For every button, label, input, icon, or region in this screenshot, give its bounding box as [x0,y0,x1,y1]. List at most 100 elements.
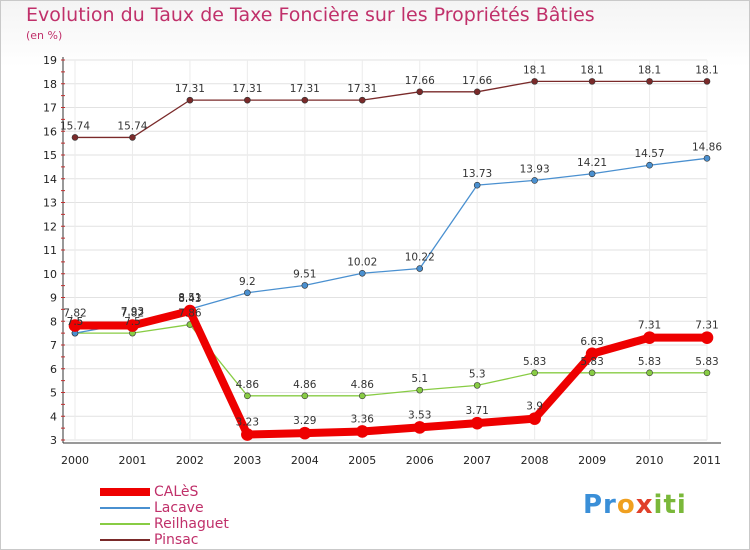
data-point [358,96,366,104]
x-tick-label: 2005 [348,454,376,467]
data-point [646,369,653,377]
data-point [588,369,596,377]
data-label: 5.3 [469,368,486,380]
data-label: 3.53 [408,409,431,421]
series-line-calès [75,307,707,439]
data-point [355,425,369,438]
legend-swatch [100,507,150,509]
y-tick-label: 13 [43,197,57,210]
legend-swatch [100,539,150,541]
data-label: 10.22 [405,252,435,264]
data-label: 14.21 [577,157,607,169]
proxiti-logo: Proxiti [583,490,687,520]
legend-label: Pinsac [154,532,199,548]
data-label: 5.83 [523,356,546,368]
data-label: 15.74 [60,120,90,132]
y-tick-label: 11 [43,244,57,257]
data-point [186,96,194,104]
data-label: 17.31 [290,83,320,95]
y-tick-label: 16 [43,125,57,138]
data-point [126,319,139,332]
y-tick-label: 3 [50,434,57,447]
data-label: 7.31 [638,320,661,332]
data-label: 7.82 [63,308,86,320]
unit-label: (en %) [26,29,63,42]
x-tick-label: 2004 [291,454,319,467]
data-point [301,282,309,289]
data-label: 7.5 [124,316,141,328]
data-label: 18.1 [638,64,661,76]
y-tick-label: 4 [50,410,57,423]
data-point [298,426,312,440]
data-label: 13.93 [520,163,550,175]
y-tick-label: 17 [43,102,57,115]
data-point [588,78,596,85]
data-point [531,369,538,377]
y-tick-label: 18 [43,78,57,91]
data-label: 17.31 [232,83,262,95]
data-label: 3.71 [465,405,488,417]
data-label: 18.1 [580,64,603,76]
data-label: 7.86 [178,308,202,320]
x-tick-label: 2001 [118,454,146,467]
data-label: 18.1 [695,64,718,76]
data-point [301,96,309,104]
y-tick-label: 15 [43,149,57,162]
data-label: 15.74 [117,120,147,132]
data-label: 14.86 [692,141,722,153]
data-label: 7.5 [67,316,84,328]
data-point [588,170,596,178]
y-tick-label: 9 [50,292,57,305]
data-label: 4.86 [351,379,375,391]
data-point [358,392,366,400]
x-tick-label: 2002 [176,454,204,467]
data-label: 3.29 [293,415,316,427]
x-tick-label: 2003 [233,454,261,467]
data-label: 17.31 [347,83,377,95]
data-label: 8.51 [178,292,201,304]
data-label: 4.86 [236,379,260,391]
legend-swatch [100,488,150,496]
data-label: 7.93 [121,306,144,318]
y-tick-label: 8 [50,315,57,328]
data-point [183,304,197,318]
data-point [244,96,251,104]
data-point [241,428,254,441]
data-label: 6.63 [580,336,603,348]
legend-swatch [100,523,150,525]
x-tick-label: 2011 [693,454,721,467]
data-point [244,289,251,297]
y-tick-label: 5 [50,387,57,400]
data-point [473,181,481,189]
data-label: 9.51 [293,268,316,280]
data-label: 18.1 [523,64,546,76]
data-point [528,412,541,425]
data-point [531,177,538,184]
x-tick-label: 2010 [636,454,664,467]
data-point [703,155,711,162]
data-point [470,416,484,430]
data-label: 5.1 [411,373,428,385]
data-label: 3.36 [351,413,375,425]
data-label: 17.66 [462,75,492,87]
data-point [416,265,424,272]
series-line-reilhaguet [75,323,707,397]
legend-label: Reilhaguet [154,516,229,532]
data-point [646,161,653,169]
data-label: 7.82 [121,308,144,320]
data-point [473,382,481,389]
data-point [71,134,79,141]
data-point [473,88,481,96]
data-label: 5.83 [638,356,661,368]
data-point [703,78,711,85]
data-label: 8.43 [178,293,201,305]
chart-title: Evolution du Taux de Taxe Foncière sur l… [26,4,595,26]
data-point [244,392,251,400]
data-point [358,269,366,277]
y-tick-label: 14 [43,173,57,186]
y-tick-label: 19 [43,54,57,67]
x-tick-label: 2008 [521,454,549,467]
data-point [703,369,711,377]
data-point [129,134,136,141]
